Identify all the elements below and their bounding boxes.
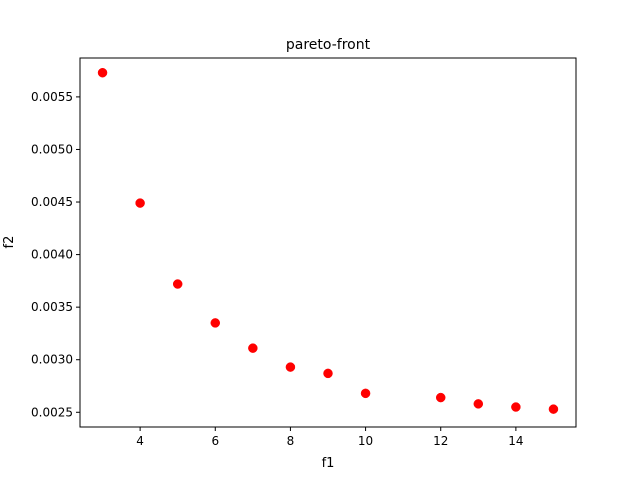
data-point — [511, 402, 521, 412]
y-axis-label: f2 — [2, 236, 17, 249]
x-tick-label: 14 — [508, 434, 523, 448]
y-tick-label: 0.0055 — [31, 90, 73, 104]
data-point — [210, 318, 221, 328]
y-tick-label: 0.0045 — [31, 195, 73, 209]
data-point — [135, 198, 145, 208]
data-point — [97, 67, 108, 78]
x-tick-label: 6 — [211, 434, 219, 448]
data-point — [435, 392, 446, 403]
x-axis-ticks: 4 6 8 10 12 14 — [136, 427, 524, 448]
x-tick-label: 8 — [287, 434, 295, 448]
plot-area-frame — [79, 57, 577, 428]
data-point — [473, 399, 484, 409]
data-points — [97, 67, 559, 414]
x-tick-label: 10 — [358, 434, 373, 448]
x-tick-label: 4 — [136, 434, 144, 448]
y-tick-label: 0.0035 — [31, 300, 73, 314]
x-axis-label: f1 — [322, 456, 335, 471]
y-tick-label: 0.0030 — [31, 353, 73, 367]
data-point — [548, 404, 559, 414]
data-point — [248, 343, 258, 353]
y-tick-label: 0.0050 — [31, 142, 73, 156]
data-point — [285, 362, 296, 372]
y-tick-label: 0.0025 — [31, 405, 73, 419]
y-tick-label: 0.0040 — [31, 248, 73, 262]
chart-title: pareto-front — [286, 37, 371, 53]
y-axis-ticks: 0.0025 0.0030 0.0035 0.0040 0.0045 0.0050 0.00… — [31, 90, 80, 419]
data-point — [172, 279, 183, 289]
x-tick-label: 12 — [433, 434, 448, 448]
data-point — [360, 388, 371, 399]
data-point — [323, 368, 333, 379]
